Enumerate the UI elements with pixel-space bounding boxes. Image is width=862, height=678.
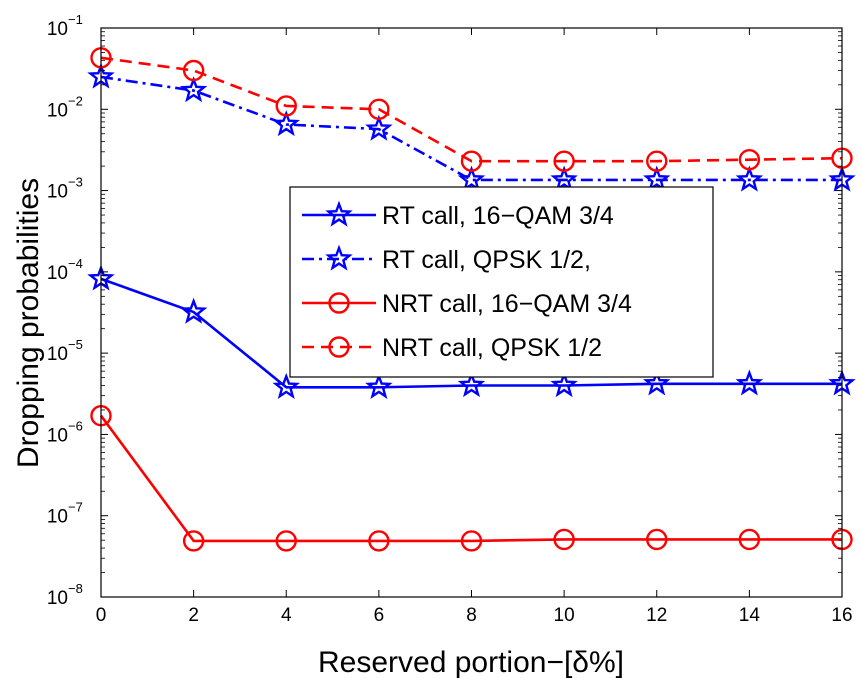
series-2-line xyxy=(100,75,842,182)
series-2-point-6 xyxy=(550,165,578,192)
series-4-point-6 xyxy=(553,150,575,172)
y-tick-label: 10 −7 xyxy=(47,500,83,528)
series-4-line xyxy=(100,56,843,163)
y-tick-base: 10 xyxy=(47,425,68,446)
series-1-point-5 xyxy=(457,371,486,398)
x-tick-label: 8 xyxy=(466,605,477,626)
x-axis-label: Reserved portion−[δ%] xyxy=(318,646,624,678)
y-tick-label: 10 −6 xyxy=(47,418,83,446)
legend-marker xyxy=(328,292,350,314)
series-2-point-2 xyxy=(179,76,208,103)
series-1-line xyxy=(100,277,842,389)
series-1-point-2 xyxy=(179,297,208,324)
series-3-point-4 xyxy=(368,530,390,552)
legend-label: RT call, QPSK 1/2, xyxy=(382,246,591,274)
y-tick-label: 10 −5 xyxy=(47,337,83,365)
y-tick-base: 10 xyxy=(47,263,68,284)
series-2-point-5 xyxy=(457,165,486,192)
y-tick-exponent: −8 xyxy=(68,581,83,596)
y-tick-base: 10 xyxy=(47,182,68,203)
x-tick-label: 6 xyxy=(374,605,385,626)
series-3-point-7 xyxy=(646,528,668,551)
series-3-line xyxy=(99,414,842,543)
x-tick-label: 14 xyxy=(739,605,761,626)
legend-marker xyxy=(325,244,353,271)
series-3-point-5 xyxy=(460,530,483,552)
y-tick-base: 10 xyxy=(47,19,68,40)
series-1-point-8 xyxy=(735,369,764,396)
series-4-point-8 xyxy=(738,148,761,171)
y-tick-label: 10 −4 xyxy=(47,256,83,284)
series-4-point-2 xyxy=(182,59,205,82)
y-tick-label: 10 −3 xyxy=(47,175,83,203)
series-2-point-7 xyxy=(643,165,671,192)
x-tick-label: 12 xyxy=(646,605,667,626)
series-4-point-3 xyxy=(275,95,297,117)
y-tick-base: 10 xyxy=(47,100,68,121)
series-2-point-3 xyxy=(272,110,300,137)
series-2-point-4 xyxy=(365,114,393,141)
legend: RT call, 16−QAM 3/4 RT call, QPSK 1/2, NRT… xyxy=(289,186,714,378)
x-tick-label: 0 xyxy=(96,605,107,626)
legend-box xyxy=(289,186,714,378)
y-tick-exponent: −1 xyxy=(68,12,83,27)
x-tick-label: 4 xyxy=(281,605,292,626)
series-4-point-4 xyxy=(368,98,390,120)
legend-entry-1: RT call, 16−QAM 3/4 xyxy=(302,200,614,230)
y-tick-exponent: −5 xyxy=(68,337,83,352)
series-4-point-7 xyxy=(646,150,668,172)
y-tick-label: 10 −2 xyxy=(47,93,83,121)
legend-label: NRT call, 16−QAM 3/4 xyxy=(382,290,632,318)
legend-label: NRT call, QPSK 1/2 xyxy=(382,334,602,362)
y-tick-exponent: −2 xyxy=(68,93,83,108)
x-tick-label: 2 xyxy=(188,605,199,626)
series-1-point-6 xyxy=(550,371,578,398)
x-tick-label: 10 xyxy=(554,605,575,626)
series-3-point-8 xyxy=(738,528,761,551)
legend-marker xyxy=(325,200,353,227)
y-tick-base: 10 xyxy=(47,507,68,528)
series-1-point-4 xyxy=(365,372,393,399)
y-tick-label: 10 −1 xyxy=(47,12,83,40)
legend-entry-2: RT call, QPSK 1/2, xyxy=(302,244,591,274)
y-tick-exponent: −6 xyxy=(68,418,83,433)
series-4 xyxy=(90,47,853,172)
legend-entry-4: NRT call, QPSK 1/2 xyxy=(302,334,602,362)
series-1-point-7 xyxy=(643,369,671,396)
y-tick-label: 10 −8 xyxy=(47,581,83,609)
y-tick-base: 10 xyxy=(47,344,68,365)
legend-marker xyxy=(328,336,350,358)
y-tick-base: 10 xyxy=(47,588,68,609)
legend-entry-3: NRT call, 16−QAM 3/4 xyxy=(302,290,632,318)
y-axis-label: Dropping probabilities xyxy=(12,178,45,468)
series-3-point-6 xyxy=(553,528,575,551)
x-tick-label: 16 xyxy=(831,605,852,626)
series-1-point-3 xyxy=(272,372,300,399)
series-4-point-5 xyxy=(460,150,483,172)
series-2-point-8 xyxy=(735,165,764,192)
legend-label: RT call, 16−QAM 3/4 xyxy=(382,202,614,230)
series-3-point-2 xyxy=(182,530,205,552)
series-3-point-3 xyxy=(275,530,297,552)
y-tick-exponent: −4 xyxy=(68,256,83,271)
y-tick-exponent: −3 xyxy=(68,175,83,190)
y-tick-exponent: −7 xyxy=(68,500,83,515)
